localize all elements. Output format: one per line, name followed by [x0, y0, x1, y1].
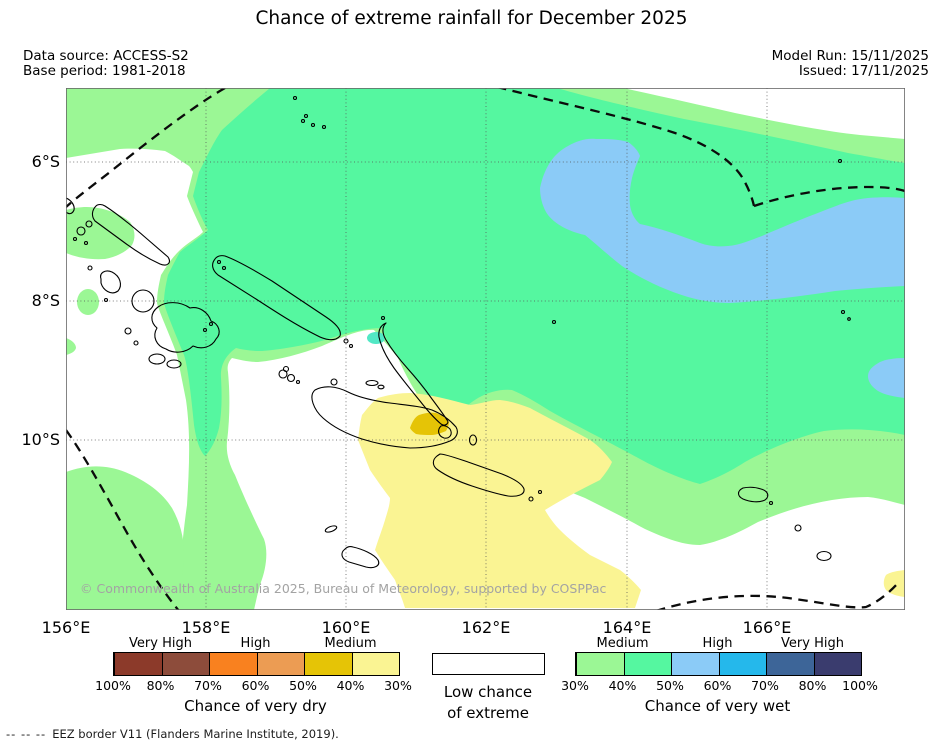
- island-choiseul: [91, 203, 170, 266]
- island-new-georgia: [151, 302, 220, 353]
- wet-legend-ticks: 30% 40% 50% 60% 70% 80% 100%: [561, 678, 878, 693]
- wet-50-60-region: [540, 138, 905, 398]
- lon-label-158e: 158°E: [181, 618, 231, 637]
- wet-colorbar: [575, 652, 862, 676]
- island-vanikoro: [816, 550, 832, 562]
- island-malaita: [378, 322, 449, 426]
- model-run-label: Model Run: 15/11/2025: [771, 48, 929, 64]
- island-kolombangara: [131, 289, 155, 313]
- data-source-label: Data source: ACCESS-S2: [23, 48, 189, 64]
- lon-label-160e: 160°E: [321, 618, 371, 637]
- eez-footnote: -- -- -- EEZ border V11 (Flanders Marine …: [6, 727, 339, 741]
- wet-legend-categories: Medium High Very High: [596, 636, 844, 651]
- issued-label: Issued: 17/11/2025: [798, 63, 929, 79]
- island-makira: [432, 453, 525, 497]
- island-florida: [365, 379, 379, 387]
- island-bougainville-tip: [65, 197, 75, 215]
- low-chance-label-line2: of extreme: [447, 704, 529, 722]
- island-santa-isabel: [212, 255, 341, 341]
- eez-dash-symbol: -- -- --: [6, 727, 47, 741]
- island-rennell: [341, 546, 380, 569]
- lat-label-8s: 8°S: [31, 291, 60, 310]
- wet-legend-title: Chance of very wet: [644, 697, 791, 715]
- base-period-label: Base period: 1981-2018: [23, 63, 186, 79]
- dry-colorbar: [113, 652, 400, 676]
- lon-label-166e: 166°E: [742, 618, 792, 637]
- lat-label-6s: 6°S: [31, 152, 60, 171]
- coastlines: [65, 95, 851, 569]
- map-frame: [66, 88, 906, 611]
- lat-label-10s: 10°S: [21, 430, 60, 449]
- island-ulawa: [468, 434, 478, 446]
- island-maramasike: [438, 425, 452, 439]
- island-vella-lavella: [100, 270, 121, 294]
- eez-border-line: [65, 85, 906, 613]
- map-canvas: [61, 85, 906, 615]
- header-left: Data source: ACCESS-S2 Base period: 1981…: [23, 49, 189, 79]
- eez-footnote-text: EEZ border V11 (Flanders Marine Institut…: [52, 727, 339, 741]
- island-russell: [278, 365, 301, 385]
- island-ontong-java: [292, 95, 327, 130]
- island-guadalcanal: [311, 386, 458, 449]
- wet-40-50-region: [164, 88, 905, 484]
- low-chance-label-line1: Low chance: [443, 683, 533, 701]
- island-savo: [330, 378, 338, 386]
- island-shortlands: [72, 220, 93, 271]
- island-santa-cruz: [737, 486, 769, 503]
- dry-legend-categories: Very High High Medium: [129, 636, 377, 651]
- lon-label-156e: 156°E: [41, 618, 91, 637]
- dry-legend-ticks: 100% 80% 70% 60% 50% 40% 30%: [95, 678, 412, 693]
- island-utupua: [794, 524, 802, 532]
- header-right: Model Run: 15/11/2025 Issued: 17/11/2025: [772, 49, 929, 79]
- lon-label-164e: 164°E: [602, 618, 652, 637]
- wet-teal-spot: [367, 332, 385, 344]
- dry-legend-title: Chance of very dry: [184, 697, 327, 715]
- gridlines: [66, 88, 905, 610]
- lon-label-162e: 162°E: [461, 618, 511, 637]
- island-bellona: [324, 525, 338, 533]
- low-chance-box: [432, 653, 545, 675]
- page-title: Chance of extreme rainfall for December …: [255, 8, 688, 29]
- rainfall-probability-map: [61, 85, 906, 615]
- copyright-notice: © Commonwealth of Australia 2025, Bureau…: [80, 581, 607, 596]
